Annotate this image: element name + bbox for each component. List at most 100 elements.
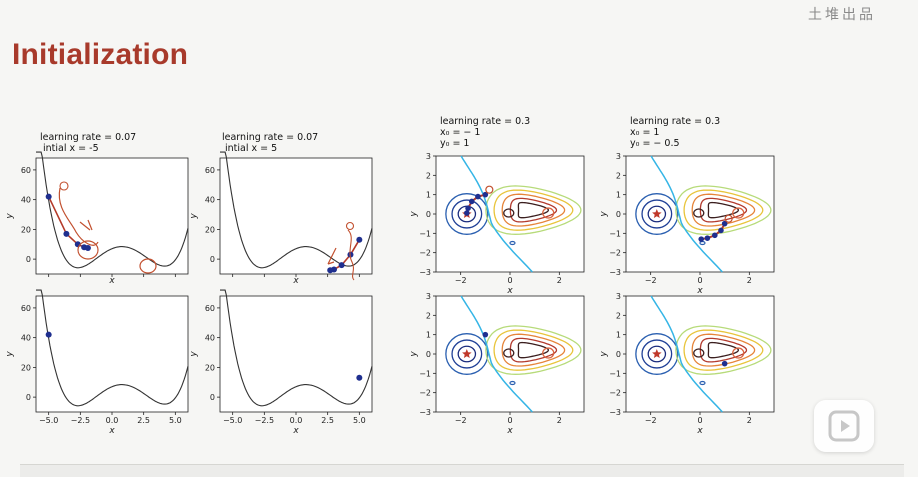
annotation-stroke: [347, 229, 355, 281]
y-tick-label: −3: [609, 408, 621, 417]
annotation-stroke: [58, 187, 99, 246]
x-tick-label: −5.0: [39, 416, 58, 425]
y-axis-label: y: [189, 351, 199, 358]
x-tick-label: 5.0: [169, 416, 182, 425]
contour-ring: [509, 240, 516, 246]
contour-lines: [635, 295, 772, 413]
y-axis-label: y: [599, 211, 609, 218]
contour-lines: [635, 155, 772, 273]
x-tick-label: −2: [455, 416, 467, 425]
y-tick-label: 2: [616, 311, 621, 320]
contour-ring: [517, 201, 550, 219]
loss-curve: [36, 151, 189, 269]
annotation-circle: [724, 214, 733, 223]
separatrix-curve: [650, 155, 723, 273]
contour-ring: [503, 348, 515, 358]
contour-ring: [693, 208, 705, 218]
play-icon: [828, 410, 860, 442]
annotation-circle: [345, 221, 355, 231]
y-tick-label: 0: [426, 350, 431, 359]
y-axis-label: y: [189, 213, 199, 220]
descent-point: [464, 210, 470, 216]
x-tick-label: 0: [507, 276, 512, 285]
contour-ring: [699, 197, 748, 223]
y-tick-label: 0: [210, 393, 215, 402]
y-tick-label: 3: [426, 292, 431, 301]
descent-point: [468, 198, 475, 205]
descent-point: [356, 236, 363, 243]
contour-ring: [647, 205, 667, 223]
watermark-text: 土堆出品: [808, 7, 876, 23]
y-tick-label: 3: [616, 292, 621, 301]
x-axis-label: x: [108, 276, 115, 286]
label-top-middle: learning rate = 0.07 intial x = 5: [222, 132, 319, 154]
y-tick-label: −2: [419, 389, 431, 398]
x-tick-label: −2.5: [255, 416, 274, 425]
y-tick-label: 0: [616, 350, 621, 359]
y-tick-label: 20: [21, 225, 31, 234]
y-tick-label: −3: [419, 408, 431, 417]
contour-ring: [732, 207, 745, 219]
plot-frame: [219, 157, 373, 275]
x-tick-label: 5.0: [353, 416, 366, 425]
contour-ring: [503, 208, 515, 218]
x-tick-label: 0: [697, 276, 702, 285]
x-tick-label: 0: [507, 416, 512, 425]
contour-lines: [445, 155, 582, 273]
contour-ring: [647, 345, 667, 363]
plot-frame: [219, 295, 373, 413]
y-tick-label: −2: [609, 389, 621, 398]
y-tick-label: 40: [205, 334, 215, 343]
x-axis-label: x: [292, 426, 299, 436]
contour-ring: [683, 189, 764, 231]
minimum-star: [652, 209, 662, 218]
y-tick-label: −2: [419, 249, 431, 258]
descent-point: [84, 244, 91, 251]
contour-ring: [485, 185, 582, 235]
contour-ring: [451, 339, 483, 369]
x-tick-label: 0: [697, 416, 702, 425]
y-tick-label: 3: [616, 152, 621, 161]
x-axis-label: x: [292, 276, 299, 286]
descent-point: [698, 236, 705, 242]
y-tick-label: 40: [205, 196, 215, 205]
y-tick-label: 60: [21, 166, 31, 175]
descent-point: [465, 205, 471, 211]
contour-ring: [509, 197, 558, 223]
x-tick-label: 2: [747, 416, 752, 425]
x-axis-label: x: [506, 426, 513, 436]
y-tick-label: −2: [609, 249, 621, 258]
y-tick-label: 60: [21, 304, 31, 313]
contour-ring: [641, 199, 673, 229]
contour-ring: [635, 193, 679, 235]
contour-ring: [501, 193, 566, 227]
y-tick-label: 3: [426, 152, 431, 161]
label-top-left: learning rate = 0.07 intial x = -5: [40, 132, 137, 154]
contour-ring: [693, 348, 705, 358]
x-tick-label: 0.0: [106, 416, 119, 425]
plot-frame: [35, 157, 189, 275]
contour-ring: [445, 333, 489, 375]
contour-ring: [699, 380, 706, 386]
contour-ring: [707, 201, 740, 219]
video-play-button[interactable]: [814, 400, 874, 452]
loss-curve: [36, 289, 189, 407]
y-tick-label: 1: [616, 331, 621, 340]
contour-ring: [542, 347, 555, 359]
annotation-circle: [77, 240, 99, 260]
contour-ring: [485, 325, 582, 375]
separatrix-curve: [460, 155, 533, 273]
y-axis-label: y: [5, 213, 15, 220]
x-axis-label: x: [696, 426, 703, 436]
loss-curve: [220, 151, 373, 269]
y-tick-label: 1: [616, 191, 621, 200]
minimum-star: [462, 349, 472, 358]
y-tick-label: 60: [205, 166, 215, 175]
contour-ring: [691, 193, 756, 227]
x-tick-label: 2.5: [321, 416, 334, 425]
y-tick-label: 20: [205, 225, 215, 234]
y-tick-label: −1: [609, 229, 621, 238]
y-tick-label: −1: [419, 369, 431, 378]
separatrix-curve: [650, 295, 723, 413]
x-axis-label: x: [108, 426, 115, 436]
